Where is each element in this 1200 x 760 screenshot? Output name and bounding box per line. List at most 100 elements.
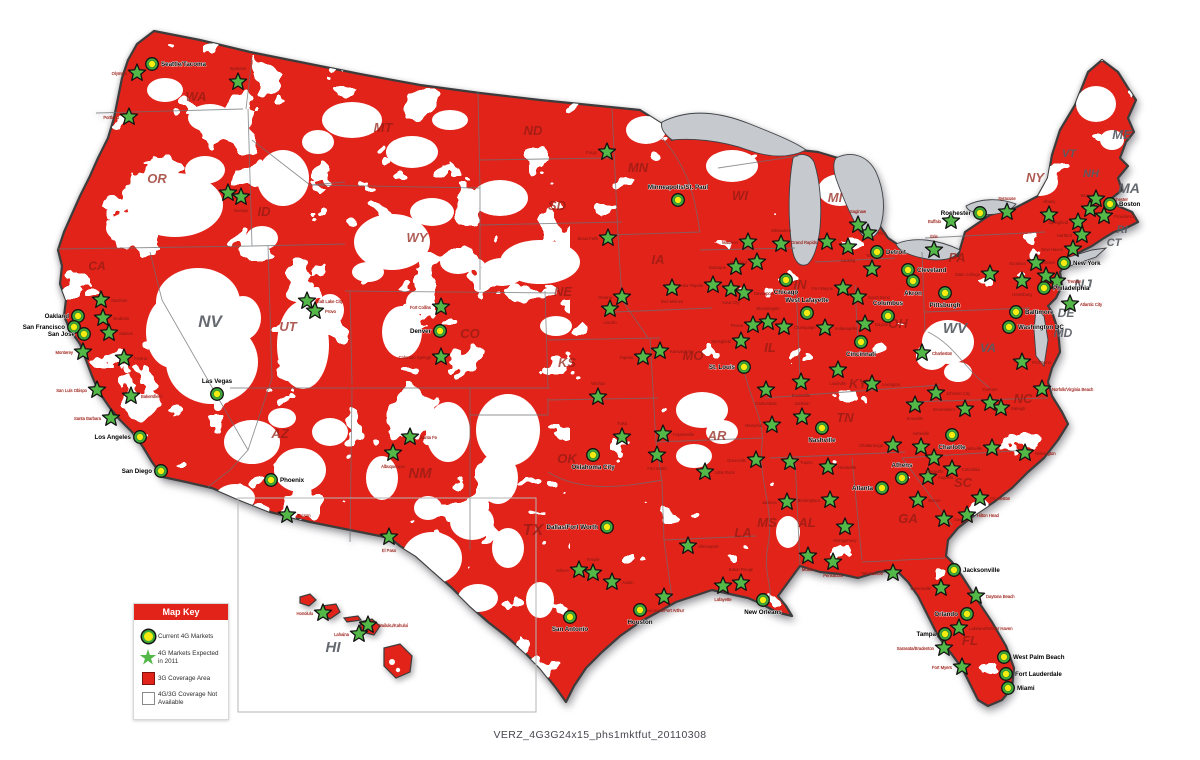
expected-4g-market-star: Raleigh	[991, 398, 1026, 416]
expected-market-label: Portland	[103, 115, 119, 120]
no-coverage-blob	[480, 258, 524, 286]
expected-market-label: San Luis Obispo	[56, 388, 87, 393]
no-coverage-blob	[406, 290, 434, 314]
expected-market-label: Wailuku/Kahului	[378, 623, 408, 628]
map-caption: VERZ_4G3G24x15_phs1mktfut_20110308	[493, 729, 707, 741]
expected-market-label: Richmond	[1032, 360, 1052, 365]
current-market-icon	[875, 481, 889, 495]
current-market-label: Boston	[1119, 201, 1141, 208]
map-key-item: 4G Markets Expected in 2011	[138, 649, 224, 666]
expected-market-label: Santa Barbara	[74, 416, 102, 421]
expected-market-label: Iowa City	[722, 300, 740, 305]
current-market-icon	[77, 327, 91, 341]
expected-market-label: Fayetteville	[673, 432, 695, 437]
no-coverage-blob	[386, 136, 438, 168]
no-coverage-blob	[322, 102, 382, 138]
current-market-icon	[737, 360, 751, 374]
expected-4g-market-star: Louisville	[828, 360, 847, 386]
expected-4g-market-star: Portland	[103, 107, 139, 125]
current-market-icon	[154, 464, 168, 478]
current-market-icon	[938, 627, 952, 641]
expected-market-label: Springfield	[711, 339, 731, 344]
expected-market-label: Knoxville	[907, 416, 924, 421]
current-market-icon	[881, 309, 895, 323]
expected-market-label: Montgomery	[833, 538, 857, 543]
expected-market-label: Stockton	[111, 298, 128, 303]
current-4g-market-dot: New York	[1057, 256, 1102, 270]
current-market-icon	[600, 520, 614, 534]
expected-4g-market-star: Lansing	[838, 237, 858, 263]
expected-4g-market-star: Beaumont/Port Arthur	[644, 587, 685, 613]
expected-market-label: Daytona Beach	[986, 594, 1015, 599]
current-market-label: Washington DC	[1018, 324, 1064, 331]
current-market-label: West Palm Beach	[1013, 654, 1065, 661]
expected-market-label: Trenton	[1067, 279, 1082, 284]
lake-michigan	[788, 154, 822, 266]
expected-4g-market-star: Pensacola	[823, 552, 844, 578]
current-market-label: Chicago	[774, 289, 799, 296]
no-coverage-blob	[1076, 86, 1116, 122]
expected-4g-market-star: Shreveport	[678, 536, 719, 554]
expected-4g-market-star: Trenton	[1047, 271, 1082, 289]
no-coverage-blob	[402, 532, 462, 584]
current-4g-market-dot: Fort Lauderdale	[999, 667, 1063, 681]
expected-4g-market-star: Charleston	[970, 488, 1011, 506]
current-4g-market-dot: Phoenix	[264, 473, 305, 487]
expected-4g-market-star: Honolulu	[296, 603, 333, 621]
expected-4g-market-star: Sarasota/Bradenton	[897, 638, 954, 656]
current-market-label: Orlando	[934, 611, 958, 618]
expected-4g-market-star: Champaign	[774, 317, 816, 335]
expected-market-label: Peoria	[731, 323, 744, 328]
expected-4g-market-star: Erie	[924, 234, 944, 258]
no-coverage-blob	[526, 582, 554, 618]
expected-4g-market-star: Tulsa	[612, 421, 632, 445]
current-market-icon	[1037, 281, 1051, 295]
expected-4g-market-star: Lakeland/Winter Haven	[949, 618, 1013, 636]
no-coverage-blob	[676, 392, 728, 428]
current-market-label: Pittsburgh	[930, 302, 961, 309]
expected-market-label: Tupelo	[800, 460, 813, 465]
expected-4g-market-star: Syracuse	[997, 196, 1016, 220]
expected-market-label: New Haven	[1041, 247, 1063, 252]
no-coverage-blob	[706, 420, 738, 444]
current-market-label: San Antonio	[552, 626, 588, 633]
expected-4g-market-star: Dubuque	[709, 257, 746, 275]
current-4g-marker-icon	[141, 630, 155, 643]
expected-market-label: Charleston	[990, 496, 1011, 501]
expected-market-label: Charleston	[932, 351, 953, 356]
expected-4g-market-star: Greenville	[924, 448, 944, 474]
expected-market-label: Tallahassee	[861, 571, 884, 576]
expected-market-label: Albany	[1043, 199, 1057, 204]
expected-4g-market-star: San Luis Obispo	[56, 380, 107, 398]
expected-4g-market-star: Fort Smith	[647, 445, 667, 471]
current-market-icon	[800, 306, 814, 320]
expected-4g-market-star: Santa Fe	[400, 427, 438, 445]
expected-market-label: Milwaukee	[771, 228, 791, 233]
expected-4g-market-star: Macon	[908, 490, 941, 508]
no-coverage-blob	[352, 262, 384, 282]
expected-4g-market-star: Manchester	[1086, 189, 1129, 207]
expected-4g-market-star: Austin	[602, 572, 634, 590]
current-market-label: Jacksonville	[963, 567, 1000, 574]
expected-market-label: Bakersfield	[141, 394, 162, 399]
current-4g-market-dot: San Jose	[47, 327, 91, 341]
expected-4g-market-star: Wailuku/Kahului	[358, 615, 408, 633]
lake-superior	[661, 112, 807, 157]
expected-market-label: Flint	[878, 231, 887, 236]
map-key-item: Current 4G Markets	[138, 630, 224, 643]
no-coverage-blob	[944, 362, 972, 382]
current-4g-market-dot: Athens	[891, 462, 913, 485]
map-key-item-label: Current 4G Markets	[158, 632, 214, 640]
expected-4g-market-star: Buffalo	[928, 211, 961, 229]
current-4g-market-dot: West Palm Beach	[997, 650, 1065, 664]
current-market-label: Dallas/Fort Worth	[547, 524, 599, 531]
current-4g-market-dot: Las Vegas	[202, 378, 233, 401]
expected-4g-market-star: Tallahassee	[861, 563, 903, 581]
current-market-label: Oklahoma City	[571, 464, 615, 471]
expected-4g-market-star: Evansville	[791, 372, 811, 398]
expected-market-label: Macon	[928, 498, 941, 503]
current-market-label: Detroit	[886, 249, 906, 256]
current-market-label: Miami	[1017, 685, 1035, 692]
hawaii-inset-box	[237, 497, 537, 713]
